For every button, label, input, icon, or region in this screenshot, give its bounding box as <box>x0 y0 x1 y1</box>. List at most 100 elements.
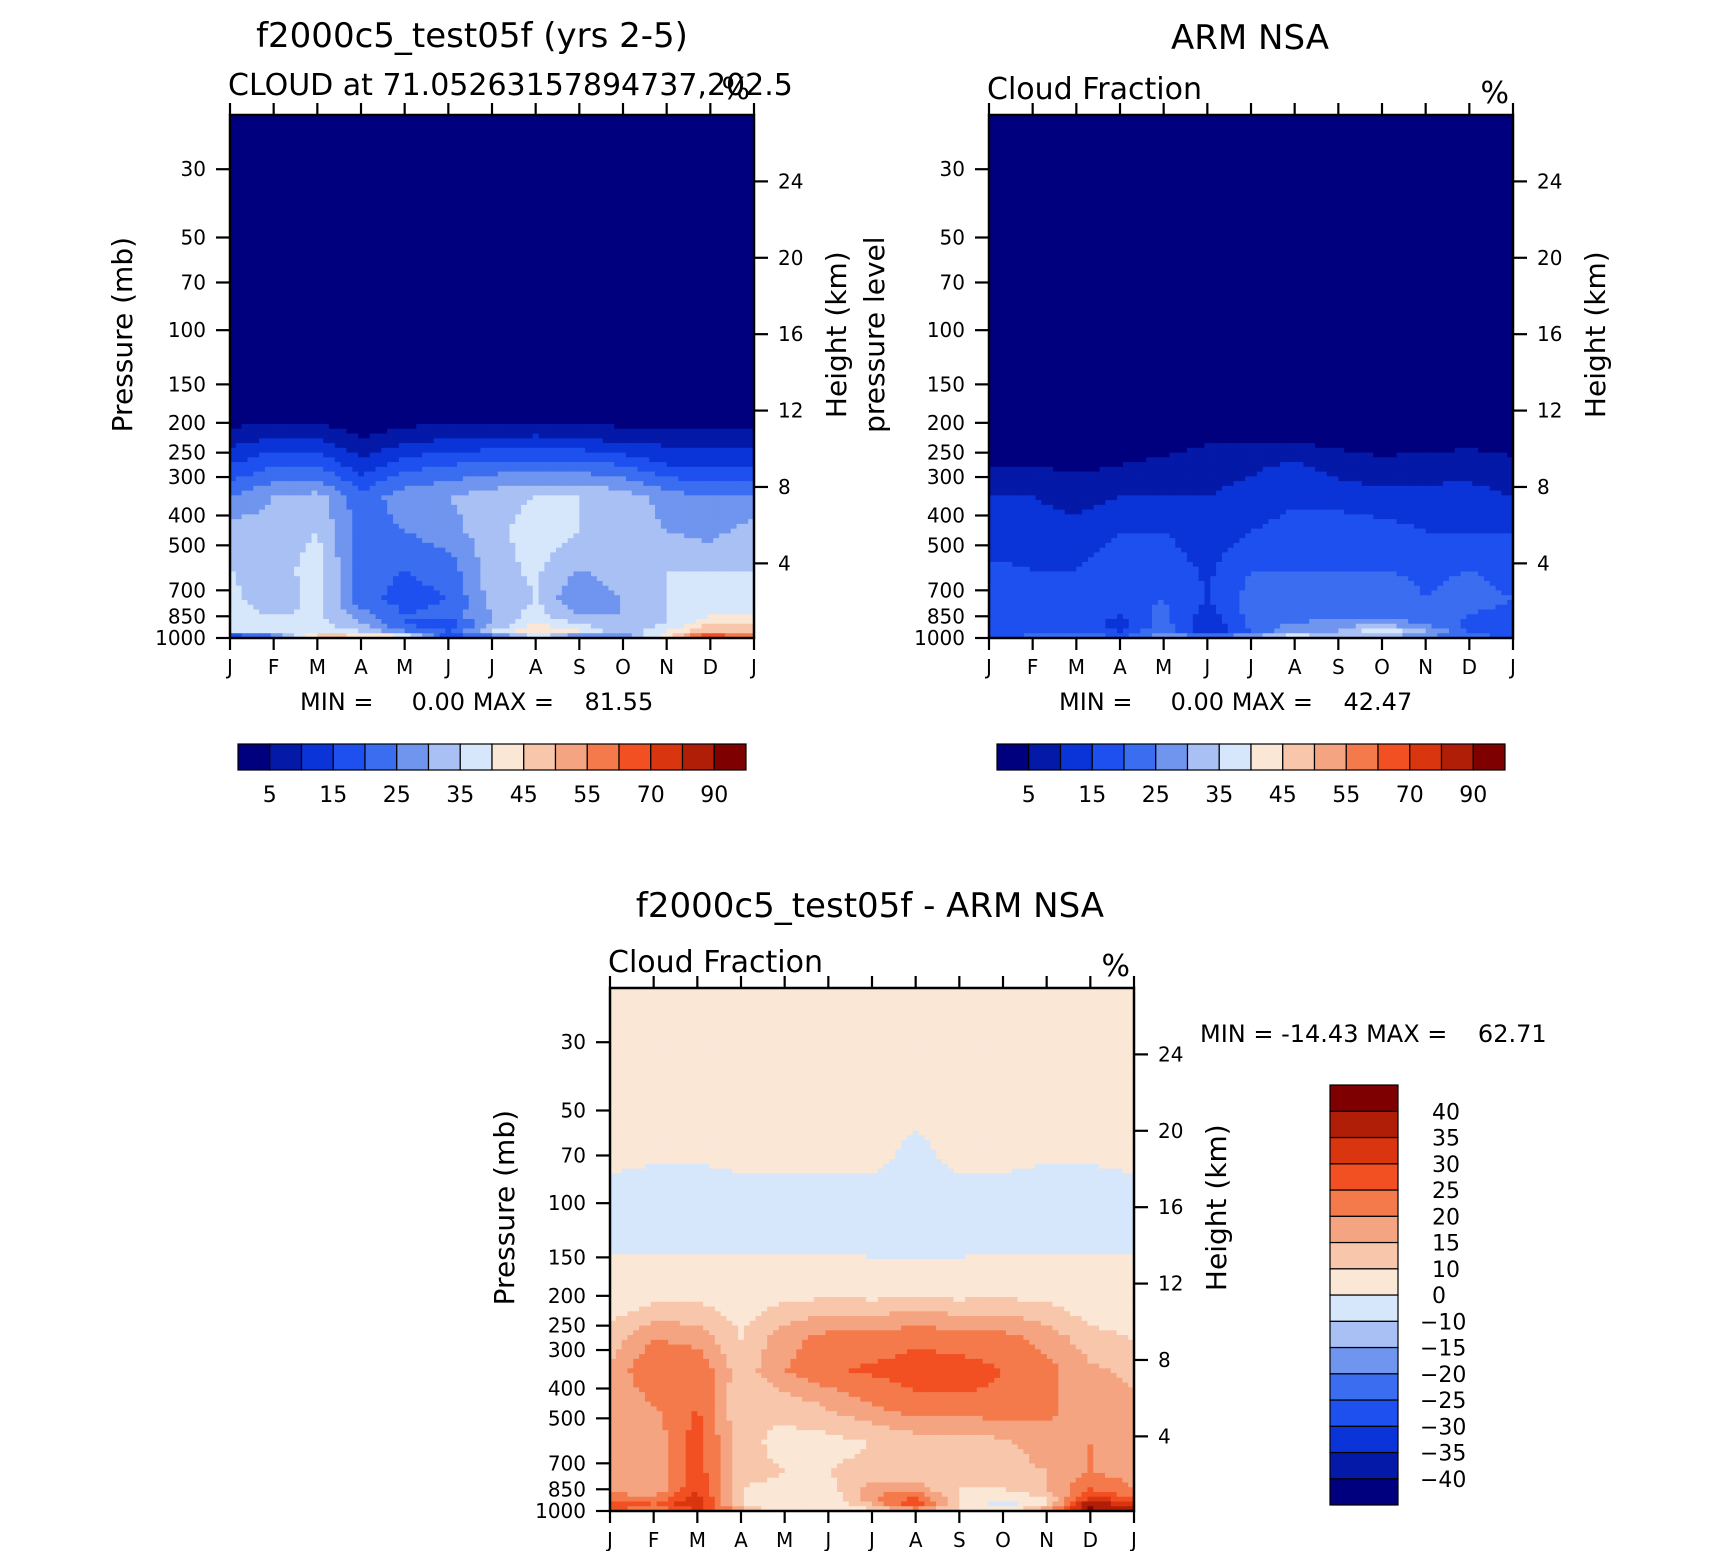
contour-cell <box>370 277 376 282</box>
contour-cell <box>521 139 527 144</box>
contour-cell <box>737 148 743 153</box>
contour-cell <box>638 129 644 134</box>
contour-cell <box>422 186 428 191</box>
contour-cell <box>253 334 259 339</box>
contour-cell <box>684 148 690 153</box>
contour-cell <box>451 205 457 210</box>
contour-cell <box>317 324 323 329</box>
contour-cell <box>684 291 690 296</box>
contour-cell <box>713 224 719 229</box>
contour-cell <box>300 186 306 191</box>
contour-cell <box>381 234 387 239</box>
contour-cell <box>457 296 463 301</box>
contour-cell <box>358 329 364 334</box>
contour-cell <box>702 129 708 134</box>
contour-cell <box>422 277 428 282</box>
contour-cell <box>719 329 725 334</box>
contour-cell <box>405 120 411 125</box>
contour-cell <box>655 277 661 282</box>
contour-cell <box>562 205 568 210</box>
contour-cell <box>661 134 667 139</box>
contour-cell <box>672 120 678 125</box>
contour-cell <box>568 153 574 158</box>
contour-cell <box>457 272 463 277</box>
contour-cell <box>247 120 253 125</box>
contour-cell <box>742 262 748 267</box>
contour-cell <box>277 177 283 182</box>
contour-cell <box>469 338 475 343</box>
contour-cell <box>469 186 475 191</box>
contour-cell <box>737 310 743 315</box>
contour-cell <box>533 272 539 277</box>
contour-cell <box>544 291 550 296</box>
contour-cell <box>649 315 655 320</box>
contour-cell <box>638 196 644 201</box>
contour-cell <box>475 215 481 220</box>
contour-cell <box>527 334 533 339</box>
contour-cell <box>416 258 422 263</box>
contour-cell <box>451 144 457 149</box>
contour-cell <box>655 182 661 187</box>
contour-cell <box>271 243 277 248</box>
contour-cell <box>608 196 614 201</box>
contour-cell <box>341 134 347 139</box>
contour-cell <box>533 324 539 329</box>
contour-cell <box>568 182 574 187</box>
contour-cell <box>638 277 644 282</box>
contour-cell <box>603 191 609 196</box>
contour-cell <box>277 286 283 291</box>
contour-cell <box>253 296 259 301</box>
contour-cell <box>259 182 265 187</box>
contour-cell <box>253 310 259 315</box>
contour-cell <box>626 291 632 296</box>
contour-cell <box>509 234 515 239</box>
contour-cell <box>445 134 451 139</box>
contour-cell <box>480 224 486 229</box>
contour-cell <box>236 205 242 210</box>
contour-cell <box>335 324 341 329</box>
contour-cell <box>643 196 649 201</box>
contour-cell <box>346 281 352 286</box>
contour-cell <box>690 319 696 324</box>
contour-cell <box>317 253 323 258</box>
contour-cell <box>643 148 649 153</box>
contour-cell <box>451 215 457 220</box>
contour-cell <box>469 281 475 286</box>
contour-cell <box>719 319 725 324</box>
contour-cell <box>608 210 614 215</box>
contour-cell <box>265 329 271 334</box>
contour-cell <box>410 201 416 206</box>
units-label: % <box>721 72 750 107</box>
contour-cell <box>655 177 661 182</box>
contour-cell <box>492 234 498 239</box>
contour-cell <box>277 224 283 229</box>
contour-cell <box>649 305 655 310</box>
contour-cell <box>731 324 737 329</box>
contour-cell <box>300 248 306 253</box>
contour-cell <box>265 215 271 220</box>
contour-cell <box>399 167 405 172</box>
contour-cell <box>253 315 259 320</box>
contour-cell <box>364 334 370 339</box>
contour-cell <box>352 139 358 144</box>
contour-cell <box>376 258 382 263</box>
contour-cell <box>707 262 713 267</box>
contour-cell <box>608 139 614 144</box>
contour-cell <box>591 210 597 215</box>
contour-cell <box>247 324 253 329</box>
contour-cell <box>370 338 376 343</box>
contour-cell <box>731 243 737 248</box>
contour-cell <box>469 172 475 177</box>
contour-cell <box>608 215 614 220</box>
contour-cell <box>521 177 527 182</box>
contour-cell <box>702 234 708 239</box>
contour-cell <box>364 291 370 296</box>
contour-cell <box>678 258 684 263</box>
contour-cell <box>626 186 632 191</box>
contour-cell <box>533 177 539 182</box>
contour-cell <box>242 286 248 291</box>
contour-cell <box>509 281 515 286</box>
contour-cell <box>509 167 515 172</box>
contour-cell <box>556 253 562 258</box>
contour-cell <box>556 315 562 320</box>
